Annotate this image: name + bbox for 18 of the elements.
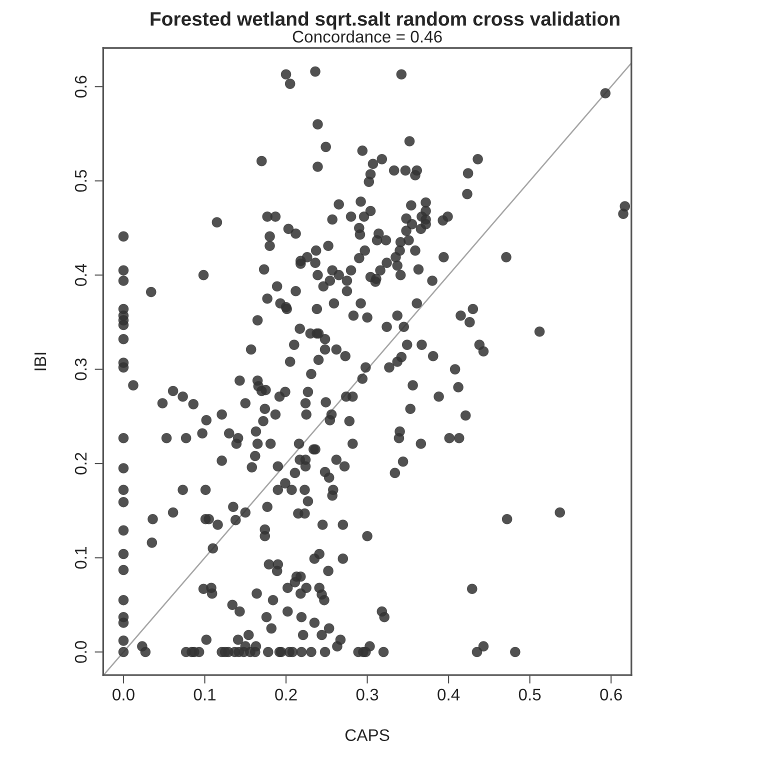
- y-tick-label: 0.4: [74, 264, 87, 286]
- x-tick-label: 0.6: [600, 688, 622, 701]
- y-axis-title: IBI: [34, 352, 46, 370]
- y-tick-label: 0.5: [74, 170, 87, 192]
- y-tick-label: 0.0: [74, 641, 87, 663]
- x-axis-title: CAPS: [345, 729, 390, 742]
- x-tick-label: 0.1: [194, 688, 216, 701]
- y-tick-label: 0.6: [74, 76, 87, 98]
- chart-title: Forested wetland sqrt.salt random cross validation: [150, 12, 620, 30]
- chart-subtitle: Concordance = 0.46: [292, 30, 442, 43]
- y-tick-label: 0.1: [74, 546, 87, 569]
- x-tick-label: 0.4: [438, 688, 460, 701]
- x-tick-label: 0.5: [518, 688, 541, 701]
- x-tick-label: 0.3: [356, 688, 378, 701]
- x-tick-label: 0.0: [112, 688, 134, 701]
- x-tick-label: 0.2: [275, 688, 297, 701]
- y-tick-label: 0.2: [74, 452, 87, 474]
- y-tick-label: 0.3: [74, 358, 87, 380]
